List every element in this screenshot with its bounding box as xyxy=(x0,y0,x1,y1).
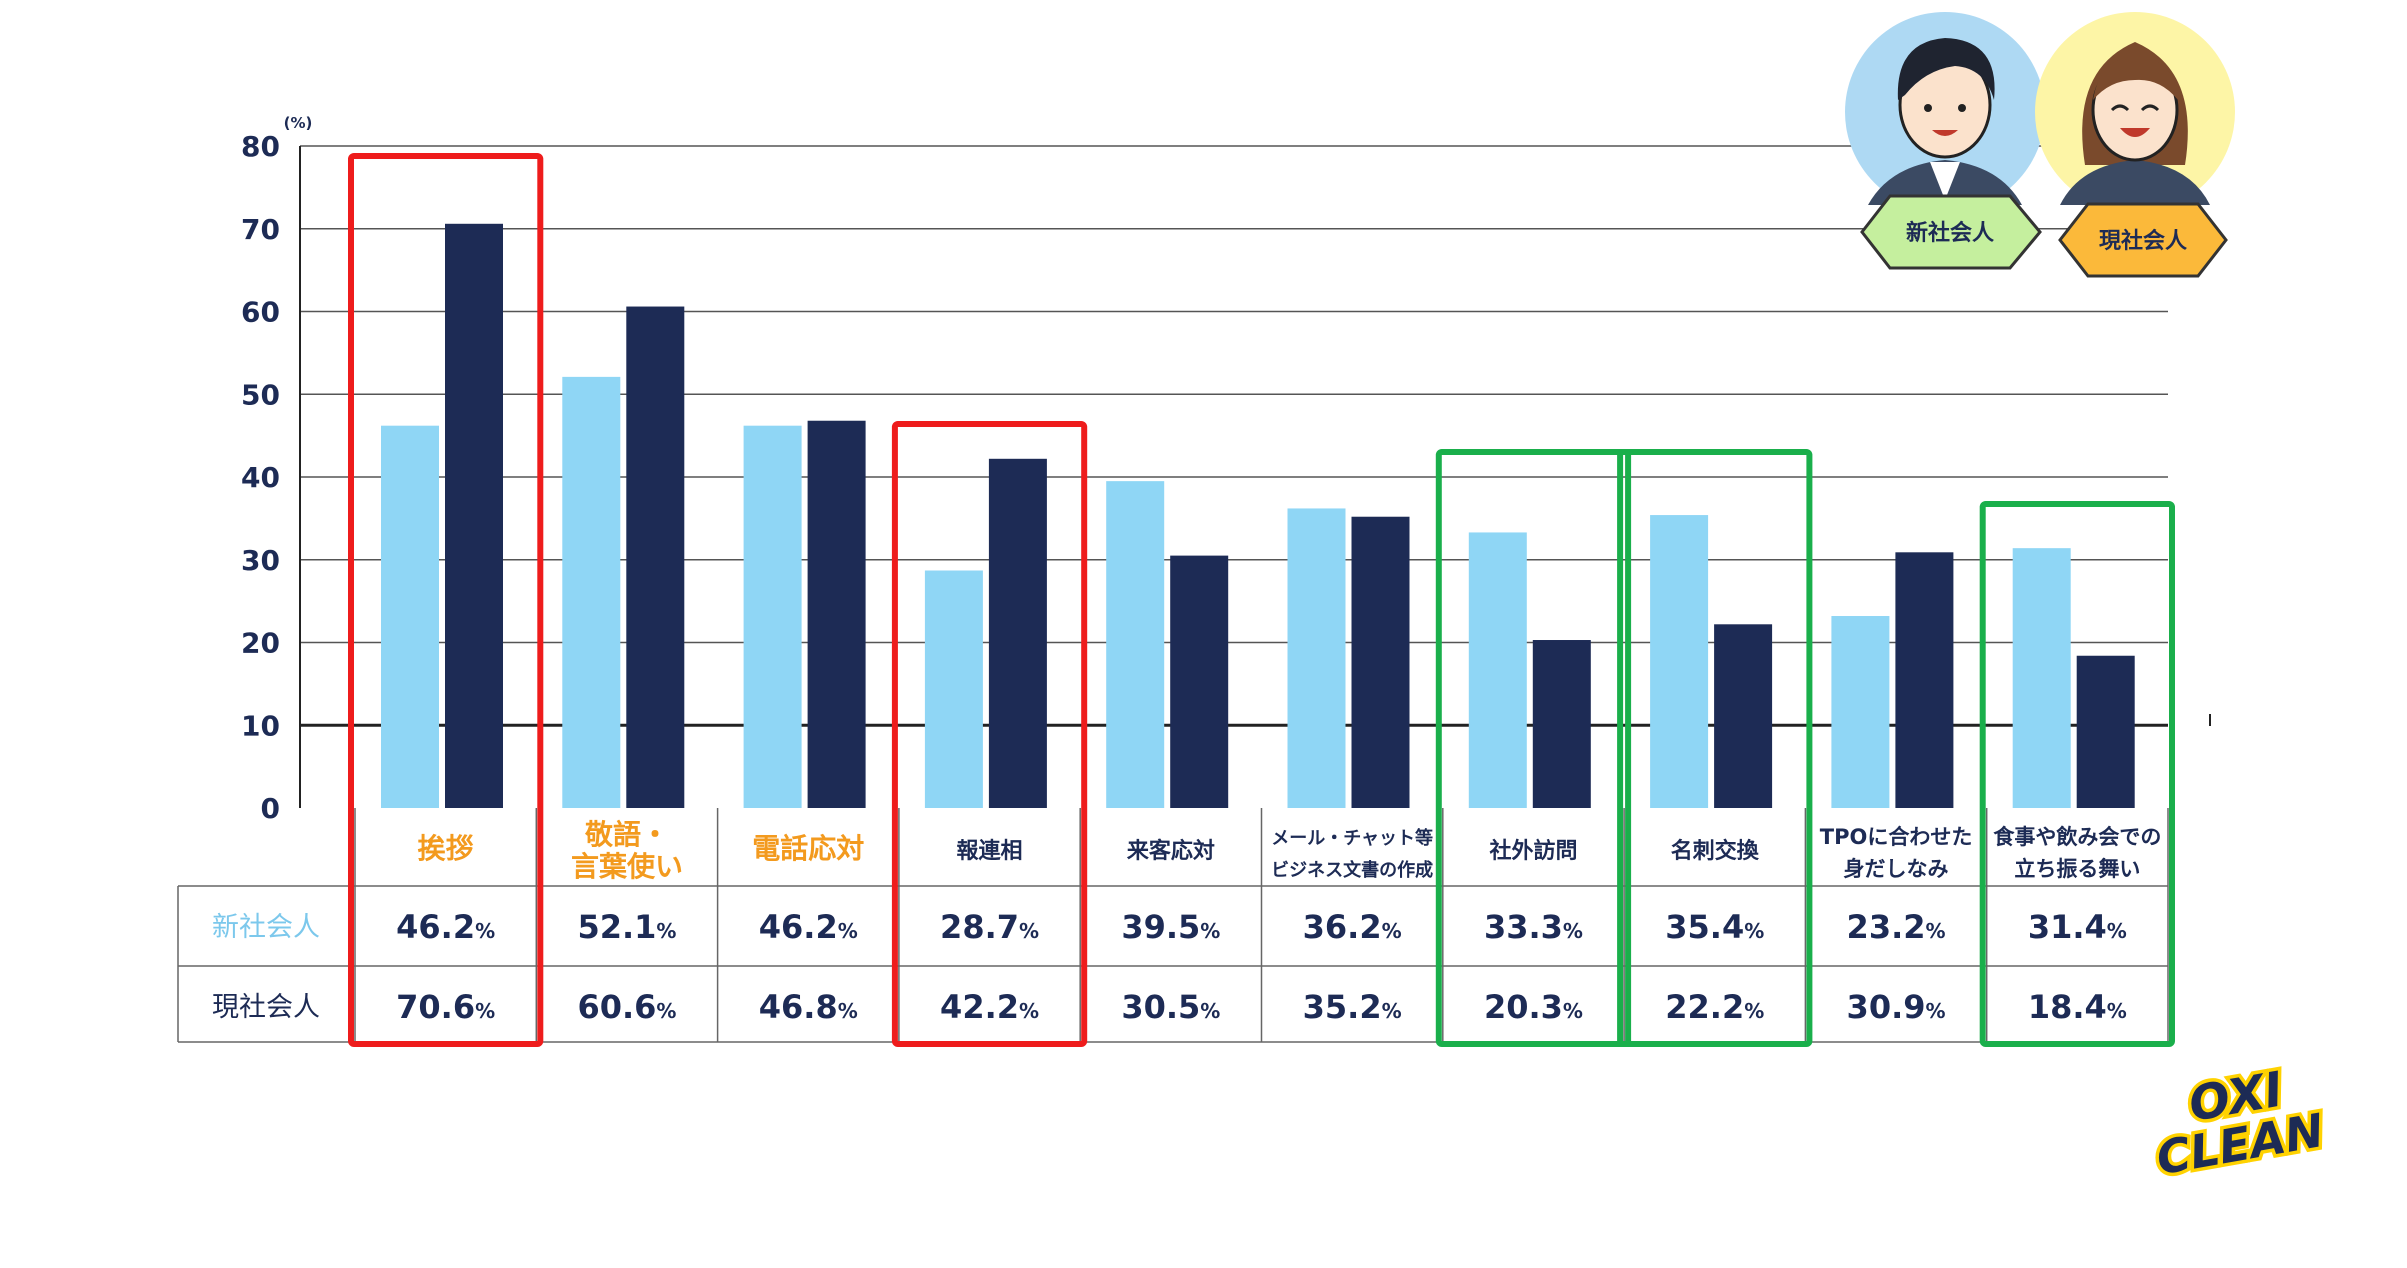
category-label-5-0: メール・チャット等 xyxy=(1271,827,1433,849)
value-new-4: 39.5% xyxy=(1121,908,1220,946)
characters-illustration: 新社会人 現社会人 xyxy=(1845,12,2235,276)
bar-current-0 xyxy=(445,224,503,808)
bar-current-4 xyxy=(1170,556,1228,808)
value-current-2: 46.8% xyxy=(759,988,858,1026)
value-new-0: 46.2% xyxy=(396,908,495,946)
new-employee-eye-right xyxy=(1958,104,1966,112)
ytick-60: 60 xyxy=(241,296,280,329)
oxiclean-logo: OXI CLEAN xyxy=(2144,1056,2328,1186)
value-current-0: 70.6% xyxy=(396,988,495,1026)
value-new-9: 31.4% xyxy=(2028,908,2127,946)
category-label-1-1: 言葉使い xyxy=(571,850,683,883)
ytick-10: 10 xyxy=(241,709,280,742)
value-current-3: 42.2% xyxy=(940,988,1039,1026)
bar-current-9 xyxy=(2077,656,2135,808)
bar-new-6 xyxy=(1469,532,1527,808)
bar-new-1 xyxy=(562,377,620,808)
value-new-7: 35.4% xyxy=(1665,908,1764,946)
category-label-0-0: 挨拶 xyxy=(418,832,474,865)
category-label-1-0: 敬語・ xyxy=(584,818,669,851)
bar-current-2 xyxy=(808,421,866,808)
value-current-7: 22.2% xyxy=(1665,988,1764,1026)
category-label-2-0: 電話応対 xyxy=(752,832,864,865)
value-current-8: 30.9% xyxy=(1847,988,1946,1026)
value-new-1: 52.1% xyxy=(577,908,676,946)
bar-new-9 xyxy=(2013,548,2071,808)
category-label-8-0: TPOに合わせた xyxy=(1820,825,1973,849)
current-employee-ribbon: 現社会人 xyxy=(2060,204,2226,276)
bar-new-4 xyxy=(1106,481,1164,808)
bar-current-1 xyxy=(626,307,684,808)
bar-new-2 xyxy=(744,426,802,808)
bar-current-5 xyxy=(1352,517,1410,808)
ytick-70: 70 xyxy=(241,213,280,246)
bar-chart: 01020304050607080(%) 新社会人現社会人挨拶46.2%70.6… xyxy=(0,0,2407,1268)
category-label-4-0: 来客応対 xyxy=(1126,838,1215,864)
new-employee-ribbon-label: 新社会人 xyxy=(1906,220,1994,246)
y-axis-unit: (%) xyxy=(284,114,313,132)
bar-current-7 xyxy=(1714,624,1772,808)
category-label-7-0: 名刺交換 xyxy=(1671,838,1760,864)
new-employee-character xyxy=(1845,12,2045,212)
category-label-5-1: ビジネス文書の作成 xyxy=(1271,859,1433,881)
current-employee-character xyxy=(2035,12,2235,212)
value-new-5: 36.2% xyxy=(1303,908,1402,946)
value-current-1: 60.6% xyxy=(577,988,676,1026)
ytick-80: 80 xyxy=(241,130,280,163)
bar-current-8 xyxy=(1895,552,1953,808)
bar-new-7 xyxy=(1650,515,1708,808)
row-label-current: 現社会人 xyxy=(212,992,320,1023)
current-employee-ribbon-label: 現社会人 xyxy=(2099,228,2187,254)
ytick-50: 50 xyxy=(241,378,280,411)
value-current-6: 20.3% xyxy=(1484,988,1583,1026)
category-label-9-0: 食事や飲み会での xyxy=(1993,825,2161,849)
row-label-new: 新社会人 xyxy=(212,912,320,943)
ytick-20: 20 xyxy=(241,627,280,660)
category-label-9-1: 立ち振る舞い xyxy=(2014,857,2140,881)
value-current-5: 35.2% xyxy=(1303,988,1402,1026)
new-employee-eye-left xyxy=(1924,104,1932,112)
bar-new-8 xyxy=(1831,616,1889,808)
bar-current-6 xyxy=(1533,640,1591,808)
bar-new-0 xyxy=(381,426,439,808)
category-label-8-1: 身だしなみ xyxy=(1844,857,1949,881)
value-new-8: 23.2% xyxy=(1847,908,1946,946)
value-new-6: 33.3% xyxy=(1484,908,1583,946)
bar-new-3 xyxy=(925,571,983,808)
value-new-3: 28.7% xyxy=(940,908,1039,946)
bar-current-3 xyxy=(989,459,1047,808)
value-current-4: 30.5% xyxy=(1121,988,1220,1026)
bar-new-5 xyxy=(1288,508,1346,808)
ytick-0: 0 xyxy=(261,792,280,825)
new-employee-ribbon: 新社会人 xyxy=(1862,196,2040,268)
value-new-2: 46.2% xyxy=(759,908,858,946)
value-current-9: 18.4% xyxy=(2028,988,2127,1026)
category-label-3-0: 報連相 xyxy=(957,838,1023,864)
ytick-30: 30 xyxy=(241,544,280,577)
category-label-6-0: 社外訪問 xyxy=(1489,838,1577,864)
ytick-40: 40 xyxy=(241,461,280,494)
